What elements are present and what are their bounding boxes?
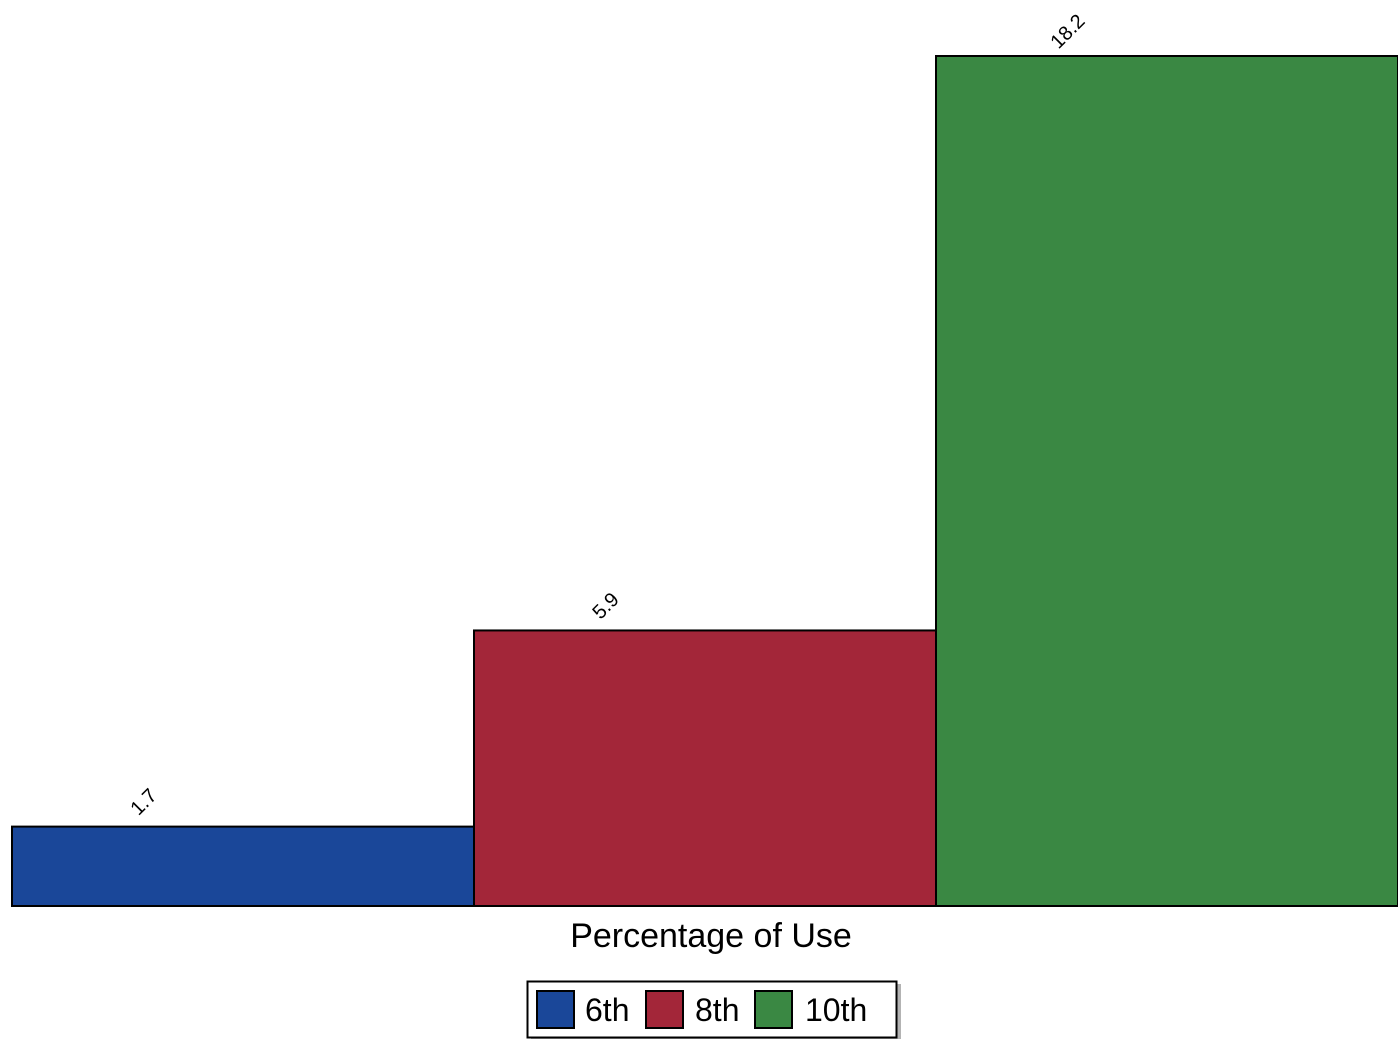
legend-label-10th: 10th xyxy=(805,992,867,1028)
bar-6th xyxy=(11,825,475,907)
legend-swatch-8th xyxy=(645,990,684,1029)
value-label-10th: 18.2 xyxy=(1047,10,1090,53)
bar-10th xyxy=(935,55,1398,907)
legend-box xyxy=(526,980,898,1039)
bar-8th xyxy=(473,629,937,907)
legend-label-6th: 6th xyxy=(585,992,629,1028)
legend: 6th 8th 10th xyxy=(526,980,901,1039)
bars-group xyxy=(11,55,1398,907)
legend-items: 6th 8th 10th xyxy=(536,990,867,1029)
value-label-8th: 5.9 xyxy=(588,589,623,624)
legend-swatch-6th xyxy=(536,990,575,1029)
legend-swatch-10th xyxy=(754,990,793,1029)
legend-label-8th: 8th xyxy=(695,992,739,1028)
x-axis-title: Percentage of Use xyxy=(570,917,852,955)
value-label-6th: 1.7 xyxy=(126,785,161,820)
